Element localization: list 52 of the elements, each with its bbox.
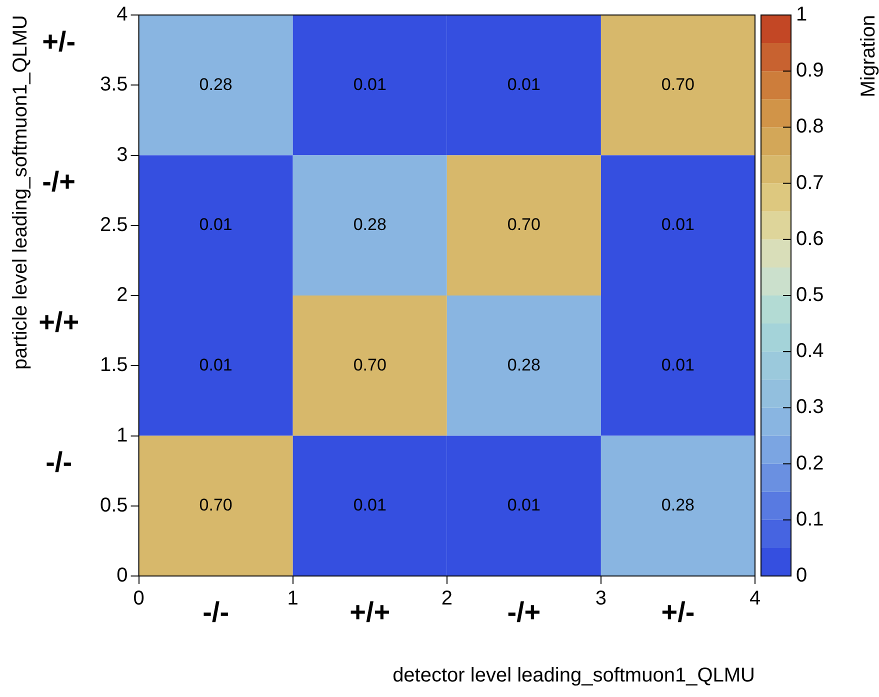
x-tick-label: +/- (661, 596, 695, 628)
y-tick-label: -/- (46, 446, 72, 478)
text: 4 (116, 4, 128, 26)
text: 1 (287, 588, 298, 610)
color-bar-label: 0.5 (796, 284, 824, 306)
text: 2 (441, 588, 452, 610)
x-tick-label: -/- (202, 596, 230, 628)
color-bar-label: 0.1 (796, 508, 824, 530)
data-label: 0.01 (507, 496, 540, 515)
data-label: 0.28 (507, 355, 540, 374)
data-label: 0.28 (199, 74, 232, 94)
text: 0 (133, 588, 144, 610)
color-bar-label: 0.2 (796, 452, 824, 474)
text: 1 (116, 424, 128, 446)
text: 0 (116, 564, 128, 587)
text: 3.5 (100, 74, 128, 96)
text: 3 (116, 144, 128, 166)
text: 2 (116, 284, 128, 306)
data-label: 0.01 (353, 74, 386, 94)
y-tick-label: -/+ (42, 166, 76, 198)
text: 3 (595, 588, 607, 610)
y-axis-title: particle level leading_softmuon1_QLMU (10, 15, 32, 370)
color-bar-title: Migration (858, 15, 879, 98)
data-label: 0.28 (661, 496, 695, 515)
data-label: 0.70 (507, 215, 540, 234)
data-label: 0.01 (199, 355, 232, 374)
y-tick-label: +/+ (38, 306, 80, 338)
color-bar-label: 0.7 (796, 172, 824, 194)
text: 0.5 (100, 494, 128, 516)
text: 1.5 (100, 354, 128, 376)
data-label: 0.01 (661, 215, 695, 234)
text: 4 (749, 588, 761, 610)
text: 2.5 (100, 214, 128, 236)
data-label: 0.01 (507, 74, 540, 94)
data-label: 0.01 (199, 215, 232, 234)
color-bar-label: 0 (796, 564, 808, 587)
data-label: 0.01 (661, 355, 695, 374)
color-bar-label: 0.6 (796, 228, 824, 250)
data-label: 0.70 (661, 74, 695, 94)
color-bar-label: 0.8 (796, 116, 824, 138)
y-tick-label: +/- (42, 26, 76, 57)
color-bar-label: 0.3 (796, 396, 824, 418)
color-bar-label: 0.9 (796, 60, 824, 82)
data-label: 0.28 (353, 215, 386, 234)
data-label: 0.70 (199, 496, 232, 515)
x-tick-label: +/+ (350, 596, 390, 628)
color-bar-label: 1 (796, 4, 808, 26)
x-axis-title: detector level leading_softmuon1_QLMU (392, 664, 755, 687)
color-bar-label: 0.4 (796, 340, 824, 362)
data-label: 0.01 (353, 496, 386, 515)
data-label: 0.70 (353, 355, 386, 374)
x-tick-label: -/+ (507, 596, 541, 628)
